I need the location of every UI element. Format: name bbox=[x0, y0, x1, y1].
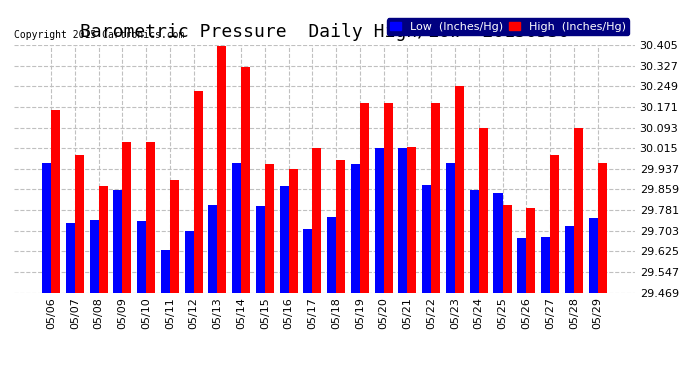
Bar bbox=[422, 185, 431, 375]
Bar bbox=[304, 229, 313, 375]
Bar bbox=[589, 218, 598, 375]
Bar bbox=[518, 238, 526, 375]
Bar bbox=[493, 193, 502, 375]
Legend: Low  (Inches/Hg), High  (Inches/Hg): Low (Inches/Hg), High (Inches/Hg) bbox=[387, 18, 629, 35]
Bar bbox=[479, 128, 488, 375]
Bar bbox=[42, 163, 51, 375]
Bar bbox=[99, 186, 108, 375]
Bar bbox=[446, 163, 455, 375]
Bar bbox=[194, 91, 203, 375]
Bar bbox=[598, 163, 607, 375]
Bar bbox=[241, 68, 250, 375]
Bar bbox=[75, 155, 84, 375]
Bar bbox=[208, 205, 217, 375]
Bar bbox=[408, 147, 417, 375]
Bar bbox=[279, 186, 288, 375]
Bar bbox=[384, 103, 393, 375]
Bar bbox=[137, 221, 146, 375]
Bar bbox=[360, 103, 369, 375]
Bar bbox=[336, 160, 345, 375]
Bar bbox=[541, 237, 550, 375]
Bar bbox=[526, 208, 535, 375]
Bar bbox=[564, 226, 574, 375]
Bar bbox=[51, 110, 60, 375]
Bar bbox=[550, 155, 559, 375]
Bar bbox=[66, 224, 75, 375]
Bar bbox=[146, 141, 155, 375]
Bar bbox=[502, 205, 511, 375]
Bar bbox=[217, 46, 226, 375]
Bar bbox=[185, 231, 194, 375]
Bar bbox=[375, 148, 384, 375]
Bar bbox=[113, 190, 122, 375]
Bar bbox=[170, 180, 179, 375]
Bar bbox=[288, 169, 297, 375]
Bar bbox=[327, 217, 336, 375]
Bar bbox=[398, 148, 408, 375]
Bar bbox=[470, 190, 479, 375]
Bar bbox=[313, 148, 322, 375]
Bar bbox=[90, 219, 99, 375]
Bar bbox=[351, 164, 360, 375]
Bar bbox=[122, 141, 131, 375]
Bar bbox=[431, 103, 440, 375]
Bar bbox=[256, 206, 265, 375]
Text: Copyright 2015 Cartronics.com: Copyright 2015 Cartronics.com bbox=[14, 30, 184, 39]
Bar bbox=[265, 164, 274, 375]
Bar bbox=[232, 163, 241, 375]
Title: Barometric Pressure  Daily High/Low  20150530: Barometric Pressure Daily High/Low 20150… bbox=[79, 22, 569, 40]
Bar bbox=[574, 128, 583, 375]
Bar bbox=[455, 86, 464, 375]
Bar bbox=[161, 250, 170, 375]
